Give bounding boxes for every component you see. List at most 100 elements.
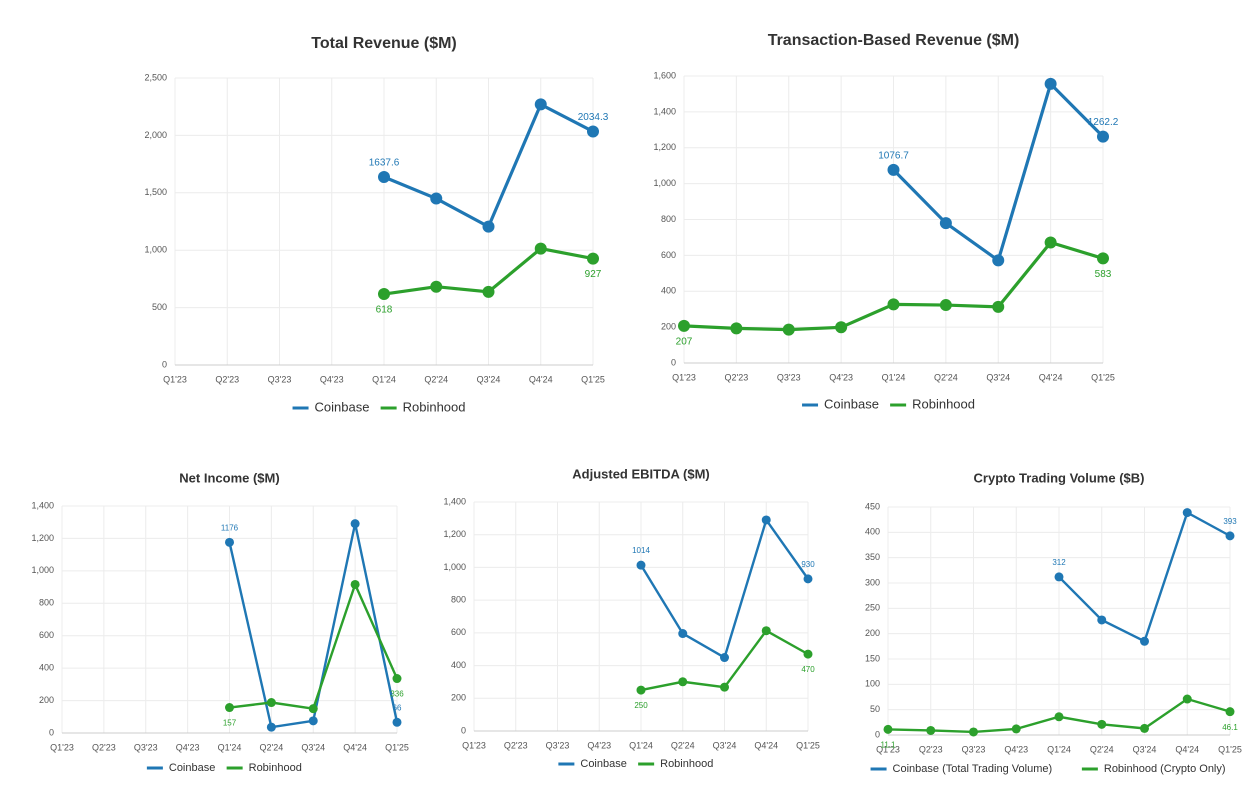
data-point <box>926 725 936 735</box>
x-tick-label: Q4'24 <box>343 742 367 752</box>
x-tick-label: Q1'23 <box>50 742 74 752</box>
x-tick-label: Q1'23 <box>462 740 486 750</box>
data-point <box>782 323 795 336</box>
x-tick-label: Q3'23 <box>268 374 292 384</box>
y-tick-label: 200 <box>39 695 54 705</box>
data-point <box>939 299 952 312</box>
data-point <box>378 288 390 301</box>
y-tick-label: 600 <box>451 627 466 637</box>
x-tick-label: Q2'24 <box>260 742 284 752</box>
y-tick-label: 1,200 <box>31 533 54 543</box>
data-point <box>308 716 318 726</box>
y-tick-label: 1,000 <box>31 565 54 575</box>
data-point <box>225 537 234 547</box>
data-point <box>678 677 688 687</box>
data-label: 157 <box>223 719 237 728</box>
y-tick-label: 1,400 <box>443 496 466 506</box>
data-point <box>350 579 360 589</box>
legend-label: Coinbase (Total Trading Volume) <box>893 763 1053 775</box>
data-point <box>1140 636 1149 646</box>
legend-label: Coinbase <box>580 758 626 770</box>
y-tick-label: 1,200 <box>443 529 466 539</box>
x-tick-label: Q1'25 <box>385 742 409 752</box>
data-label: 393 <box>1223 517 1237 526</box>
data-point <box>266 698 276 708</box>
y-tick-label: 1,000 <box>144 245 167 255</box>
y-tick-label: 2,000 <box>144 130 167 140</box>
y-tick-label: 200 <box>661 322 676 332</box>
data-point <box>803 649 813 659</box>
x-tick-label: Q3'23 <box>546 740 570 750</box>
data-label: 1176 <box>221 523 239 532</box>
y-tick-label: 150 <box>865 653 880 663</box>
data-point <box>587 125 599 138</box>
legend-label: Coinbase <box>315 399 370 414</box>
chart-panel: Total Revenue ($M) 0 500 1,000 1,500 2,000 2,5… <box>144 35 608 414</box>
legend-label: Robinhood <box>403 399 466 414</box>
y-tick-label: 800 <box>451 595 466 605</box>
x-tick-label: Q3'23 <box>134 742 158 752</box>
x-tick-label: Q4'23 <box>320 374 344 384</box>
chart-panel: Crypto Trading Volume ($B) 0 50 100 150 200 25… <box>865 470 1242 774</box>
y-tick-label: 400 <box>451 660 466 670</box>
x-tick-label: Q3'24 <box>301 742 325 752</box>
data-point <box>1097 252 1109 265</box>
legend-label: Robinhood (Crypto Only) <box>1104 763 1226 775</box>
y-tick-label: 0 <box>162 359 167 369</box>
y-tick-label: 200 <box>451 693 466 703</box>
chart-panel: Net Income ($M) 0 200 400 600 800 1,000 1,200 1,… <box>31 470 408 773</box>
chart-panel: Transaction-Based Revenue ($M) 0 200 400 600… <box>653 32 1118 411</box>
x-tick-label: Q1'23 <box>163 374 187 384</box>
data-point <box>887 163 900 176</box>
data-point <box>678 629 688 639</box>
data-point <box>1054 712 1064 722</box>
data-point <box>1182 508 1192 518</box>
y-tick-label: 0 <box>875 729 880 739</box>
y-tick-label: 450 <box>865 501 880 511</box>
data-label: 312 <box>1052 558 1066 567</box>
x-tick-label: Q1'24 <box>218 742 242 752</box>
x-tick-label: Q3'24 <box>986 372 1010 382</box>
data-point <box>992 254 1005 267</box>
data-point <box>1182 694 1192 704</box>
data-point <box>392 717 402 727</box>
y-tick-label: 1,000 <box>443 562 466 572</box>
x-tick-label: Q2'23 <box>215 374 239 384</box>
x-tick-label: Q1'24 <box>882 372 906 382</box>
data-label: 1076.7 <box>878 151 909 162</box>
y-tick-label: 800 <box>39 598 54 608</box>
x-tick-label: Q4'23 <box>176 742 200 752</box>
data-point <box>308 704 318 714</box>
y-tick-label: 800 <box>661 214 676 224</box>
data-point <box>482 220 495 233</box>
chart-title: Net Income ($M) <box>179 470 279 485</box>
data-point <box>534 242 547 255</box>
data-point <box>1097 719 1107 729</box>
data-point <box>835 321 848 334</box>
data-point <box>1011 724 1021 734</box>
y-tick-label: 600 <box>661 250 676 260</box>
y-tick-label: 1,500 <box>144 187 167 197</box>
data-point <box>636 560 646 570</box>
x-tick-label: Q2'23 <box>92 742 116 752</box>
y-tick-label: 1,400 <box>31 500 54 510</box>
x-tick-label: Q3'24 <box>1133 744 1157 754</box>
data-point <box>887 298 900 311</box>
x-tick-label: Q1'25 <box>1091 372 1115 382</box>
data-point <box>378 171 390 184</box>
data-point <box>534 98 547 111</box>
x-tick-label: Q3'23 <box>777 372 801 382</box>
chart-title: Crypto Trading Volume ($B) <box>974 470 1145 485</box>
data-label: 470 <box>801 665 815 674</box>
data-label: 336 <box>390 690 404 699</box>
x-tick-label: Q1'25 <box>1218 744 1242 754</box>
data-point <box>883 724 893 734</box>
y-tick-label: 1,200 <box>653 142 676 152</box>
x-tick-label: Q2'23 <box>919 744 943 754</box>
y-tick-label: 600 <box>39 630 54 640</box>
chart-title: Transaction-Based Revenue ($M) <box>768 32 1020 49</box>
data-point <box>1054 572 1064 582</box>
y-tick-label: 350 <box>865 552 880 562</box>
data-point <box>430 192 443 205</box>
y-tick-label: 0 <box>671 357 676 367</box>
